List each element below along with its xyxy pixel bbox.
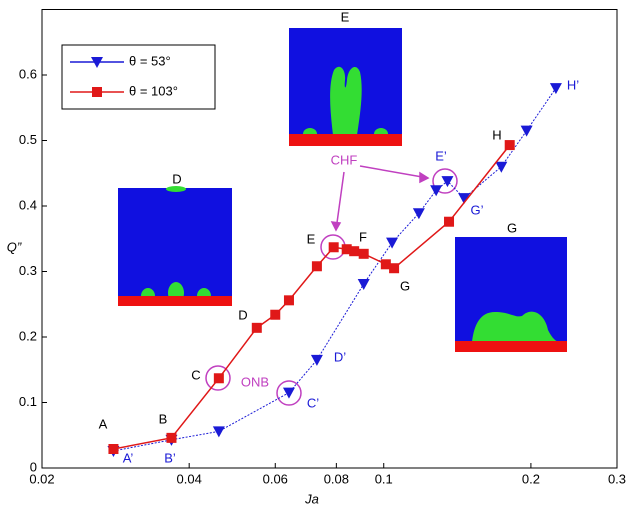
inset-g <box>455 237 567 352</box>
y-tick-label: 0.4 <box>19 197 37 212</box>
point <box>520 125 533 137</box>
legend-label: θ = 103° <box>129 83 178 98</box>
point <box>310 354 323 366</box>
annotation: H <box>492 127 501 142</box>
y-tick-label: 0.2 <box>19 328 37 343</box>
x-tick-label: 0.08 <box>324 471 349 486</box>
point <box>166 432 177 443</box>
y-tick-label: 0.3 <box>19 263 37 278</box>
point <box>386 237 399 249</box>
annotation: F <box>359 229 367 244</box>
legend-marker <box>92 87 102 97</box>
annotation: CHF <box>331 152 358 167</box>
point <box>504 140 515 151</box>
annotation: G <box>507 220 517 235</box>
annotation: D <box>238 307 247 322</box>
point <box>311 261 322 272</box>
point <box>213 373 224 384</box>
y-tick-label: 0.1 <box>19 394 37 409</box>
annotation: A’ <box>123 450 134 465</box>
annotation: C <box>191 367 200 382</box>
y-axis-label: Q” <box>7 239 22 254</box>
annotation: B’ <box>164 450 176 465</box>
x-axis-label: Ja <box>304 491 319 506</box>
highlights <box>205 165 458 406</box>
inset-d <box>118 186 232 306</box>
y-tick-label: 0.5 <box>19 132 37 147</box>
inset-e <box>289 28 402 146</box>
point <box>212 426 225 438</box>
annotation: C’ <box>307 395 319 410</box>
point <box>349 246 360 257</box>
point <box>341 244 352 255</box>
legend-marker <box>91 57 103 68</box>
point <box>358 248 369 259</box>
annotation: D <box>172 171 181 186</box>
point <box>389 263 400 274</box>
annotation: B <box>159 411 168 426</box>
annotation: E’ <box>435 148 447 163</box>
annotation: G’ <box>471 202 484 217</box>
point <box>549 83 562 95</box>
point <box>283 295 294 306</box>
point <box>380 259 391 270</box>
x-tick-label: 0.2 <box>522 471 540 486</box>
annotation: A <box>99 416 108 431</box>
point <box>282 387 295 399</box>
x-tick-label: 0.02 <box>29 471 54 486</box>
plot-frame <box>41 9 618 469</box>
annotation: G <box>400 278 410 293</box>
x-tick-label: 0.1 <box>375 471 393 486</box>
annotation: ONB <box>241 374 269 389</box>
y-tick-label: 0 <box>30 459 37 474</box>
annotation: E <box>341 9 350 24</box>
annotation: D’ <box>334 349 346 364</box>
point <box>441 176 454 188</box>
point <box>328 242 339 253</box>
legend-box <box>61 44 216 110</box>
x-tick-label: 0.3 <box>608 471 626 486</box>
y-tick-label: 0.6 <box>19 66 37 81</box>
legend-label: θ = 53° <box>129 53 171 68</box>
series-line <box>113 87 557 452</box>
point <box>444 216 455 227</box>
point <box>412 208 425 220</box>
annotation: H’ <box>567 77 579 92</box>
x-tick-label: 0.04 <box>177 471 202 486</box>
x-tick-label: 0.06 <box>263 471 288 486</box>
point <box>357 278 370 290</box>
point <box>430 185 443 197</box>
point <box>458 193 471 205</box>
point <box>108 444 119 455</box>
annotation: E <box>307 231 316 246</box>
point <box>495 161 508 173</box>
point <box>251 322 262 333</box>
point <box>270 309 281 320</box>
